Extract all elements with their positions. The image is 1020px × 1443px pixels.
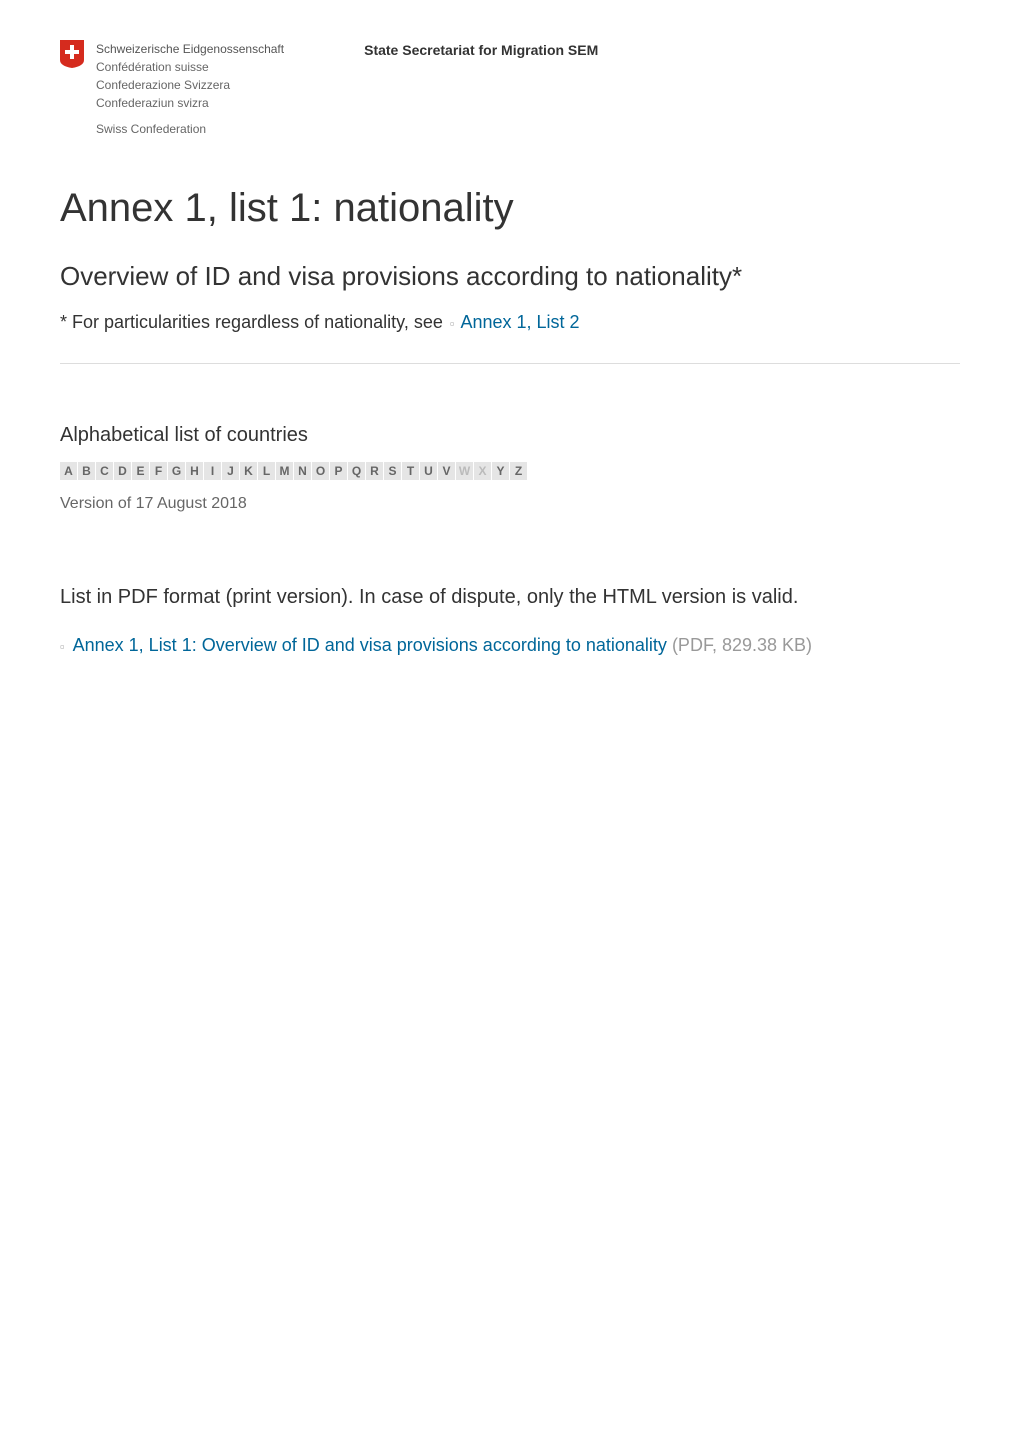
alpha-letter-z[interactable]: Z (510, 462, 527, 480)
alpha-letter-h[interactable]: H (186, 462, 203, 480)
alpha-letter-y[interactable]: Y (492, 462, 509, 480)
alpha-letter-k[interactable]: K (240, 462, 257, 480)
alpha-heading: Alphabetical list of countries (60, 424, 960, 447)
alpha-letter-n[interactable]: N (294, 462, 311, 480)
swiss-shield-icon (60, 40, 84, 68)
alpha-letter-v[interactable]: V (438, 462, 455, 480)
page-header: Schweizerische Eidgenossenschaft Confédé… (60, 40, 960, 136)
alpha-letter-b[interactable]: B (78, 462, 95, 480)
alpha-letter-x: X (474, 462, 491, 480)
header-lang-rm: Confederaziun svizra (96, 94, 284, 112)
pdf-download-link[interactable]: Annex 1, List 1: Overview of ID and visa… (73, 635, 667, 655)
header-lang-fr: Confédération suisse (96, 58, 284, 76)
divider (60, 363, 960, 364)
alpha-letter-t[interactable]: T (402, 462, 419, 480)
alpha-letter-g[interactable]: G (168, 462, 185, 480)
header-lang-de: Schweizerische Eidgenossenschaft (96, 40, 284, 58)
alpha-letter-w: W (456, 462, 473, 480)
alpha-letter-j[interactable]: J (222, 462, 239, 480)
link-marker-icon: ▫ (450, 316, 455, 331)
pdf-link-line: ▫ Annex 1, List 1: Overview of ID and vi… (60, 631, 960, 660)
alpha-letter-p[interactable]: P (330, 462, 347, 480)
alpha-letter-a[interactable]: A (60, 462, 77, 480)
alpha-letter-s[interactable]: S (384, 462, 401, 480)
header-lang-it: Confederazione Svizzera (96, 76, 284, 94)
logo-block: Schweizerische Eidgenossenschaft Confédé… (60, 40, 284, 136)
alpha-letter-o[interactable]: O (312, 462, 329, 480)
page-title: Annex 1, list 1: nationality (60, 186, 960, 231)
link-marker-icon: ▫ (60, 639, 65, 654)
pdf-meta: (PDF, 829.38 KB) (667, 635, 812, 655)
alpha-letter-q[interactable]: Q (348, 462, 365, 480)
pdf-heading: List in PDF format (print version). In c… (60, 583, 960, 611)
header-text-group: Schweizerische Eidgenossenschaft Confédé… (96, 40, 284, 136)
alpha-letter-d[interactable]: D (114, 462, 131, 480)
particularities-note: * For particularities regardless of nati… (60, 312, 960, 333)
note-prefix: * For particularities regardless of nati… (60, 312, 448, 332)
annex-list-2-link[interactable]: Annex 1, List 2 (460, 312, 579, 332)
alpha-nav: ABCDEFGHIJKLMNOPQRSTUVWXYZ (60, 462, 960, 480)
org-name: State Secretariat for Migration SEM (364, 42, 598, 58)
page-subtitle: Overview of ID and visa provisions accor… (60, 261, 960, 292)
alpha-letter-l[interactable]: L (258, 462, 275, 480)
header-confederation: Swiss Confederation (96, 122, 284, 136)
alpha-letter-f[interactable]: F (150, 462, 167, 480)
alpha-letter-r[interactable]: R (366, 462, 383, 480)
alpha-letter-u[interactable]: U (420, 462, 437, 480)
version-text: Version of 17 August 2018 (60, 495, 960, 513)
alpha-letter-c[interactable]: C (96, 462, 113, 480)
alpha-letter-i[interactable]: I (204, 462, 221, 480)
alpha-letter-m[interactable]: M (276, 462, 293, 480)
alpha-letter-e[interactable]: E (132, 462, 149, 480)
